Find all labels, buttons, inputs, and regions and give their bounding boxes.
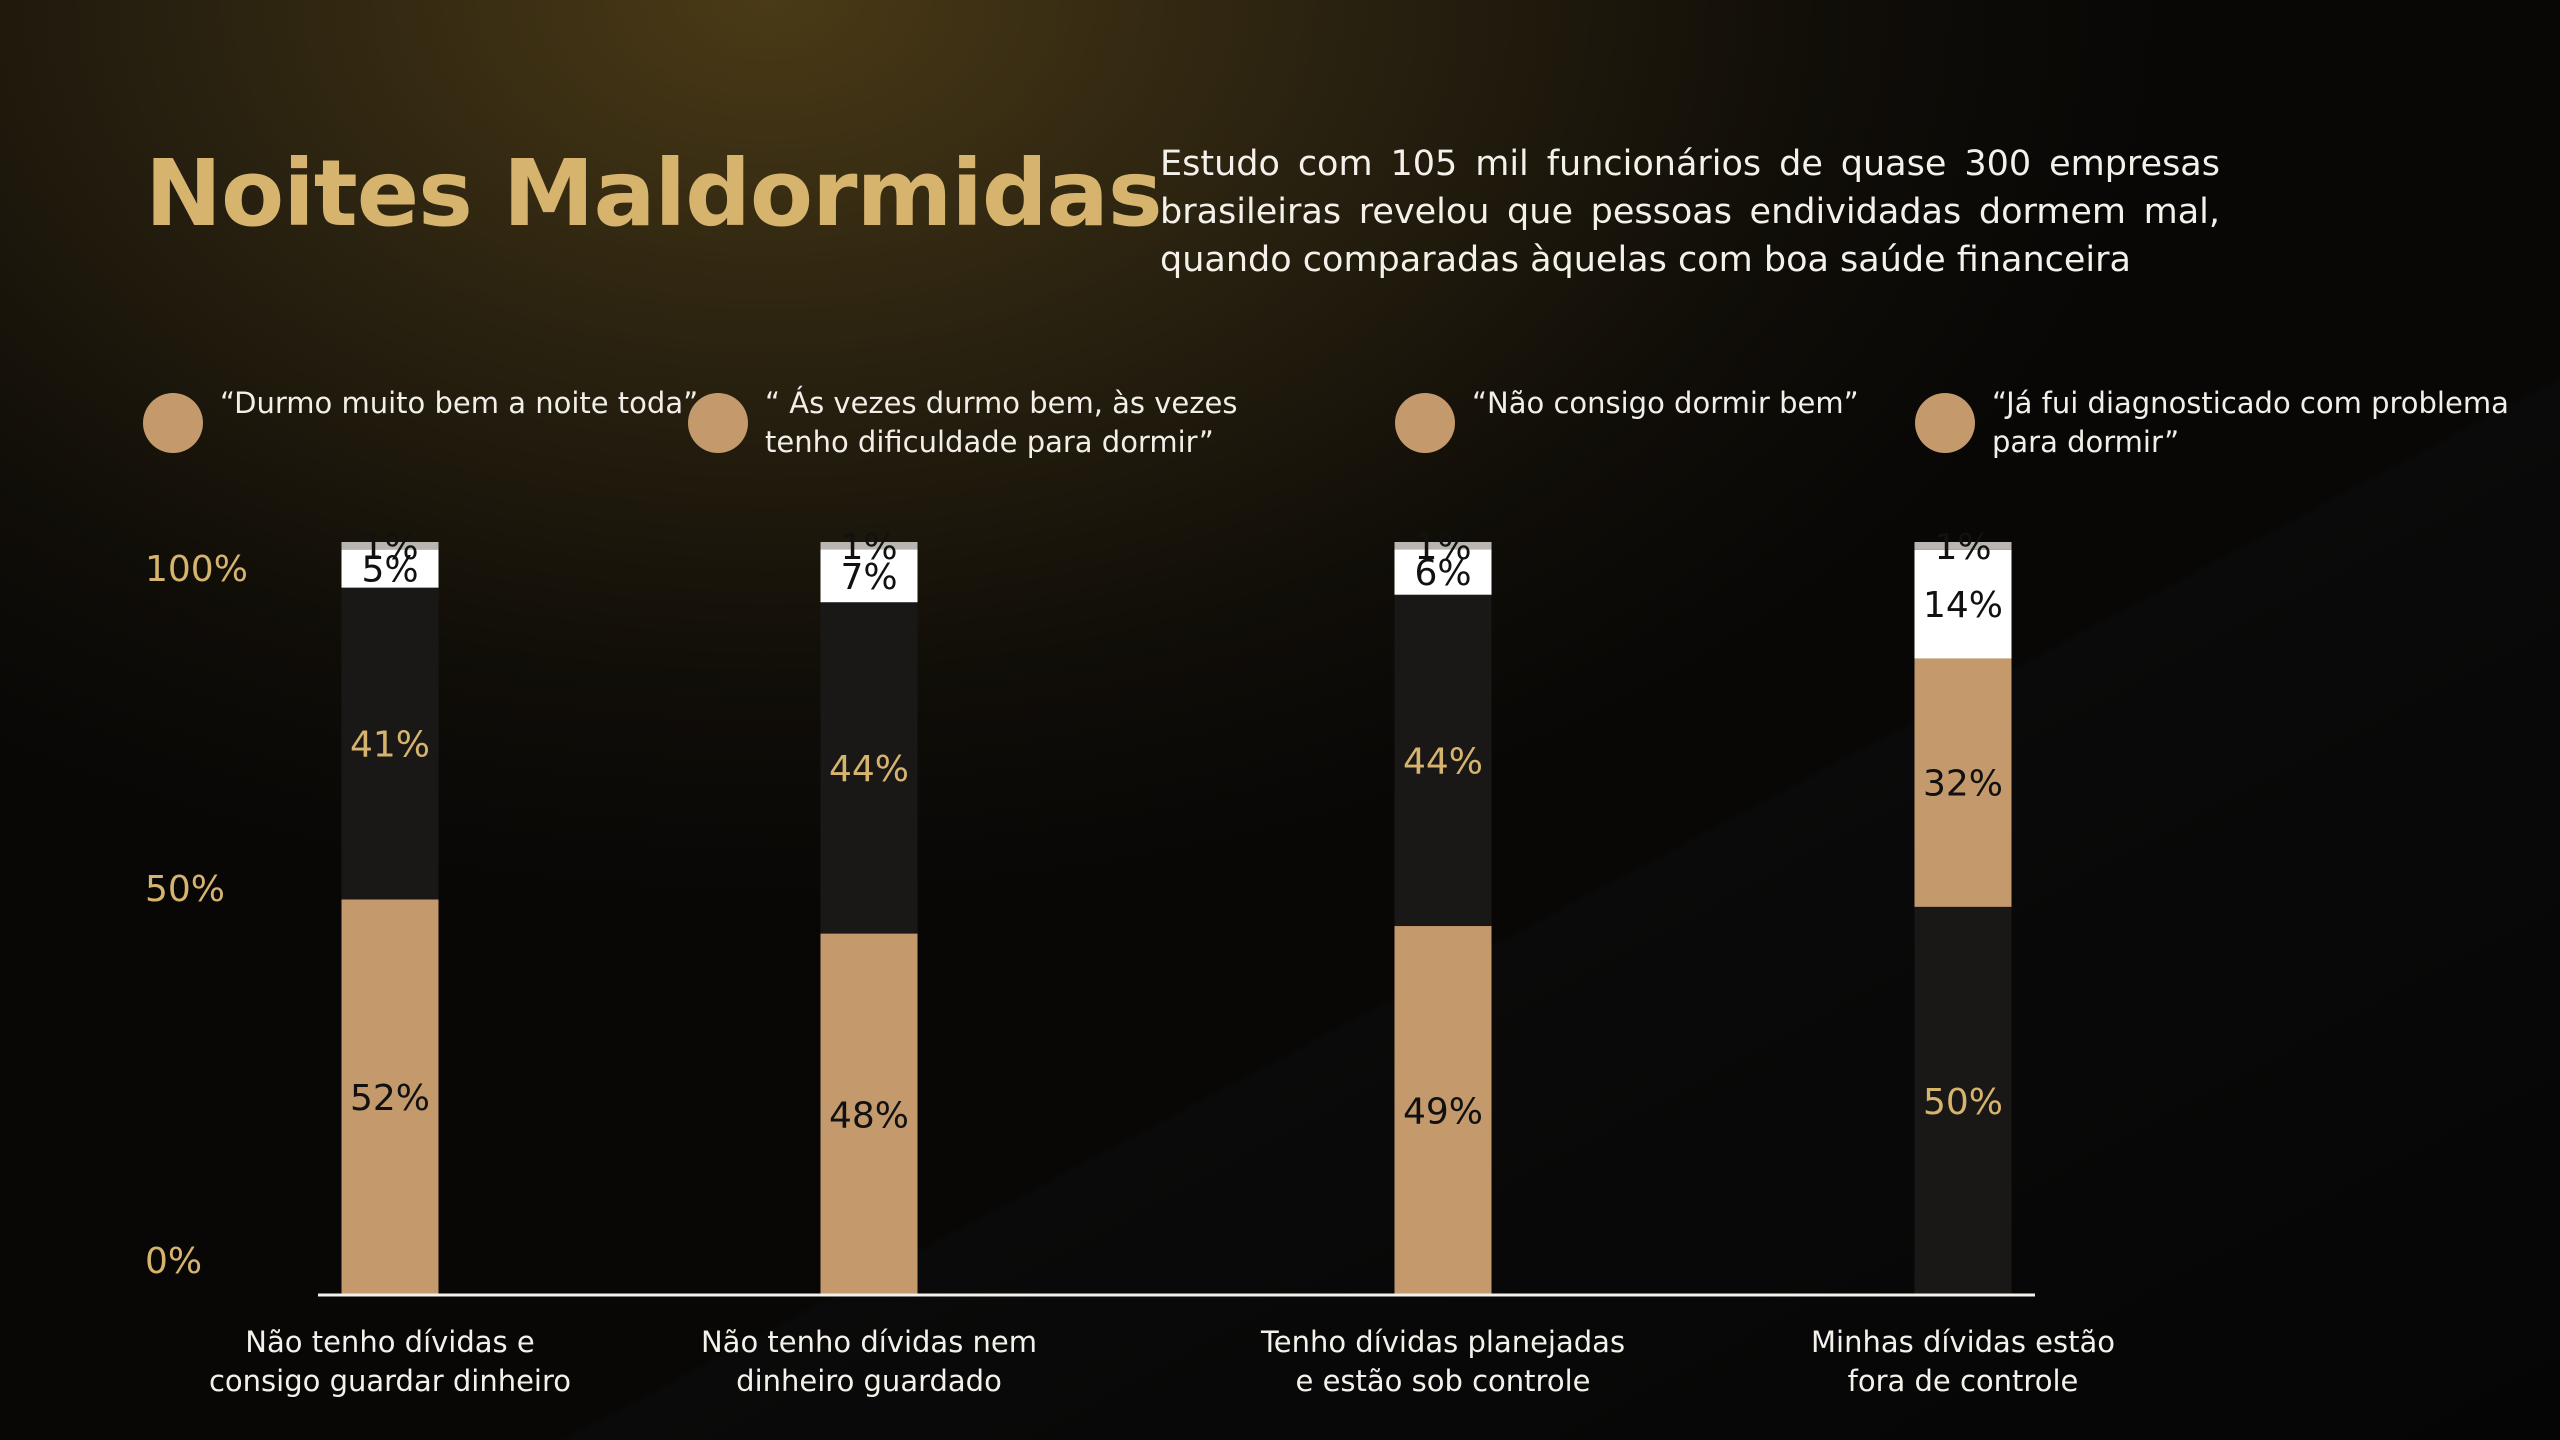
legend-label: “Não consigo dormir bem”	[1472, 386, 1859, 420]
bar-segment-label: 49%	[1403, 1092, 1483, 1133]
bar-segment-label: 44%	[829, 749, 909, 790]
legend-swatch	[1915, 393, 1975, 453]
bar-segment-label: 44%	[1403, 741, 1483, 782]
legend-swatch	[143, 393, 203, 453]
bar-segment	[1914, 549, 2012, 659]
bar-segment-label: 6%	[1414, 553, 1471, 594]
bar-segment	[820, 549, 918, 603]
bar-segment-label: 32%	[1923, 764, 2003, 805]
bar-segment-label: 41%	[350, 725, 430, 766]
x-category-label: Minhas dívidas estão fora de controle	[1811, 1325, 2115, 1398]
bar-segment	[820, 933, 918, 1295]
bar-segment	[341, 899, 439, 1295]
y-tick-label: 100%	[145, 549, 248, 590]
x-category-label: Não tenho dívidas nem dinheiro guardado	[701, 1325, 1037, 1398]
page-title: Noites Maldormidas	[145, 140, 1163, 247]
bar-segment-label: 7%	[840, 557, 897, 598]
bar-segment-label: 5%	[361, 550, 418, 591]
page-subtitle: Estudo com 105 mil funcionários de quase…	[1160, 144, 2220, 280]
bar-segment	[1394, 549, 1492, 595]
bar-segment	[1394, 542, 1492, 550]
bar-segment-label: 1%	[1414, 527, 1471, 568]
bar-segment	[820, 602, 918, 934]
y-tick-label: 50%	[145, 869, 225, 910]
y-tick-label: 0%	[145, 1241, 202, 1282]
bar-segment	[341, 549, 439, 588]
bar-segment-label: 1%	[840, 527, 897, 568]
bar-segment-label: 1%	[361, 527, 418, 568]
bar-segment	[1914, 906, 2012, 1295]
bar-segment-label: 14%	[1923, 585, 2003, 626]
bar-segment-label: 48%	[829, 1095, 909, 1136]
legend-label: “ Ás vezes durmo bem, às vezes tenho dif…	[765, 386, 1238, 459]
bar-segment	[1914, 658, 2012, 907]
legend-swatch	[688, 393, 748, 453]
legend-swatch	[1395, 393, 1455, 453]
bar-segment	[1394, 926, 1492, 1295]
bar-segment-label: 52%	[350, 1078, 430, 1119]
x-category-label: Não tenho dívidas e consigo guardar dinhe…	[209, 1325, 571, 1398]
legend-label: “Durmo muito bem a noite toda”	[220, 386, 699, 420]
x-category-label: Tenho dívidas planejadas e estão sob cont…	[1260, 1325, 1625, 1398]
bar-segment-label: 1%	[1934, 527, 1991, 568]
bar-segment-label: 50%	[1923, 1082, 2003, 1123]
bar-segment	[341, 587, 439, 900]
legend-label: “Já fui diagnosticado com problema para …	[1992, 386, 2509, 459]
bar-segment	[1914, 542, 2012, 550]
bar-segment	[341, 542, 439, 550]
bar-segment	[820, 542, 918, 550]
bar-segment	[1394, 594, 1492, 927]
